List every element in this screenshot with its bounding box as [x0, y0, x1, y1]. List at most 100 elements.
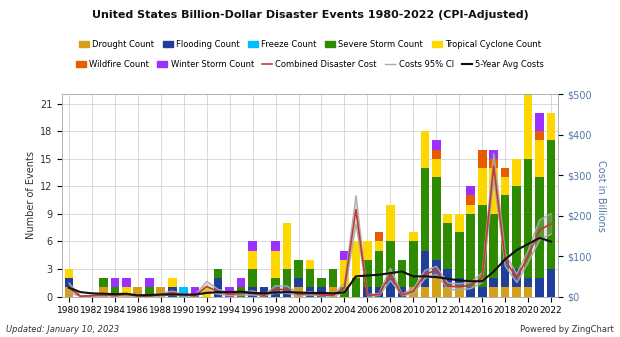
- Bar: [237, 278, 246, 287]
- Legend: Drought Count, Flooding Count, Freeze Count, Severe Storm Count, Tropical Cyclon: Drought Count, Flooding Count, Freeze Co…: [76, 36, 544, 52]
- Bar: [466, 186, 475, 195]
- Bar: [501, 260, 510, 287]
- Bar: [512, 186, 521, 269]
- Bar: [501, 195, 510, 260]
- Bar: [352, 241, 360, 278]
- Bar: [145, 287, 154, 297]
- Bar: [432, 159, 441, 177]
- Bar: [524, 85, 533, 94]
- Bar: [397, 287, 406, 297]
- Bar: [374, 232, 383, 241]
- Bar: [478, 287, 487, 297]
- Bar: [168, 278, 177, 287]
- Bar: [272, 241, 280, 251]
- Legend: Wildfire Count, Winter Storm Count, Combined Disaster Cost, Costs 95% CI, 5-Year: Wildfire Count, Winter Storm Count, Comb…: [73, 56, 547, 72]
- Bar: [214, 269, 223, 278]
- Bar: [512, 159, 521, 186]
- Bar: [340, 287, 348, 297]
- Bar: [524, 159, 533, 278]
- Bar: [317, 287, 326, 297]
- Bar: [386, 241, 395, 278]
- Bar: [294, 287, 303, 297]
- Bar: [99, 278, 108, 287]
- Bar: [478, 168, 487, 205]
- Bar: [489, 159, 498, 168]
- Bar: [478, 205, 487, 287]
- Bar: [64, 287, 73, 297]
- Bar: [329, 269, 337, 287]
- Bar: [352, 278, 360, 297]
- Bar: [363, 260, 372, 287]
- Bar: [248, 287, 257, 297]
- Text: Powered by ZingChart: Powered by ZingChart: [520, 325, 614, 334]
- Bar: [455, 232, 464, 278]
- Bar: [420, 287, 429, 297]
- Bar: [524, 94, 533, 159]
- Bar: [306, 287, 314, 297]
- Bar: [329, 287, 337, 297]
- Bar: [420, 168, 429, 251]
- Bar: [202, 287, 211, 297]
- Bar: [272, 251, 280, 278]
- Bar: [420, 131, 429, 168]
- Bar: [374, 251, 383, 287]
- Bar: [64, 269, 73, 278]
- Bar: [133, 287, 142, 297]
- Bar: [501, 287, 510, 297]
- Bar: [283, 269, 291, 287]
- Bar: [455, 278, 464, 287]
- Bar: [524, 287, 533, 297]
- Bar: [260, 287, 268, 297]
- Bar: [156, 287, 165, 297]
- Bar: [466, 287, 475, 297]
- Bar: [374, 241, 383, 251]
- Bar: [294, 260, 303, 278]
- Bar: [179, 287, 188, 297]
- Bar: [363, 241, 372, 260]
- Bar: [547, 113, 556, 140]
- Bar: [489, 214, 498, 278]
- Bar: [283, 287, 291, 297]
- Bar: [443, 269, 452, 287]
- Bar: [168, 287, 177, 297]
- Text: Updated: January 10, 2023: Updated: January 10, 2023: [6, 325, 119, 334]
- Bar: [340, 251, 348, 260]
- Bar: [443, 214, 452, 223]
- Bar: [122, 287, 131, 297]
- Bar: [489, 287, 498, 297]
- Bar: [501, 177, 510, 195]
- Bar: [145, 278, 154, 287]
- Bar: [466, 205, 475, 214]
- Bar: [455, 287, 464, 297]
- Bar: [64, 278, 73, 287]
- Bar: [432, 150, 441, 159]
- Bar: [432, 177, 441, 260]
- Bar: [478, 150, 487, 168]
- Y-axis label: Number of Events: Number of Events: [26, 151, 36, 240]
- Bar: [501, 168, 510, 177]
- Bar: [420, 251, 429, 287]
- Bar: [386, 278, 395, 297]
- Bar: [455, 214, 464, 232]
- Bar: [237, 287, 246, 297]
- Bar: [535, 278, 544, 297]
- Bar: [409, 232, 418, 241]
- Bar: [432, 140, 441, 150]
- Bar: [363, 287, 372, 297]
- Bar: [248, 269, 257, 287]
- Bar: [99, 287, 108, 297]
- Bar: [466, 214, 475, 287]
- Bar: [306, 260, 314, 269]
- Bar: [306, 269, 314, 287]
- Bar: [535, 113, 544, 131]
- Bar: [489, 278, 498, 287]
- Bar: [512, 287, 521, 297]
- Bar: [443, 223, 452, 269]
- Bar: [225, 287, 234, 297]
- Bar: [432, 260, 441, 278]
- Bar: [340, 260, 348, 287]
- Bar: [248, 241, 257, 251]
- Bar: [294, 278, 303, 287]
- Bar: [466, 195, 475, 205]
- Bar: [386, 205, 395, 241]
